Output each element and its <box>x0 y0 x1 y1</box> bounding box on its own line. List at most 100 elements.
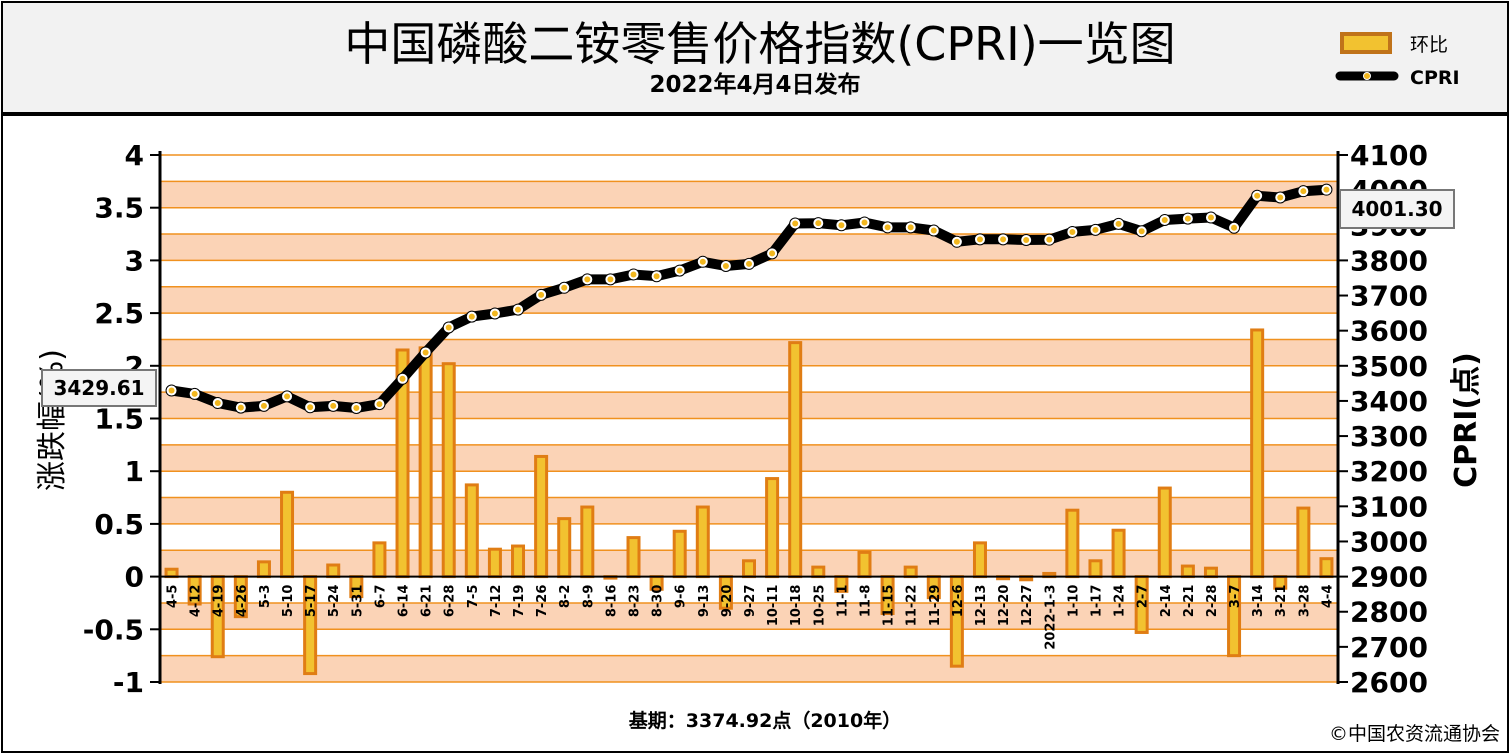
plot-band <box>160 523 1338 551</box>
x-tick-label: 9-6 <box>674 585 689 609</box>
x-tick-label: 1-10 <box>1066 585 1081 618</box>
cpri-point-core <box>815 220 822 227</box>
y-left-tick-label: 3.5 <box>94 192 144 225</box>
x-tick-label: 4-4 <box>1320 585 1335 609</box>
x-tick-label: 5-24 <box>327 585 342 618</box>
y-right-tick-label: 3500 <box>1350 350 1428 383</box>
x-tick-labels: 4-5 4-12 4-19 4-26 5-3 5-10 5-17 5-24 5-31 6-7 6-1… <box>166 585 1336 650</box>
cpri-point-core <box>353 404 360 411</box>
cpri-point-core <box>260 402 267 409</box>
cpri-point-core <box>284 393 291 400</box>
cpri-point-core <box>561 284 568 291</box>
plot-band <box>160 444 1338 472</box>
cpri-point-core <box>1184 215 1191 222</box>
legend-marker-icon <box>1363 72 1371 80</box>
x-tick-label: 4-12 <box>189 585 204 618</box>
x-tick-label: 11-15 <box>882 585 897 627</box>
end-value-callout: 4001.30 <box>1339 189 1455 229</box>
cpri-point-core <box>769 250 776 257</box>
bar <box>557 517 572 579</box>
x-tick-label: 4-19 <box>212 585 227 618</box>
x-tick-label: 12-13 <box>974 585 989 627</box>
bar <box>1111 528 1126 579</box>
x-tick-label: 1-24 <box>1113 585 1128 618</box>
x-tick-label: 8-9 <box>581 585 596 609</box>
y-right-tick-label: 3400 <box>1350 385 1428 418</box>
legend: 环比 CPRI <box>1335 32 1460 89</box>
plot-band <box>160 181 1338 208</box>
cpri-point-core <box>237 404 244 411</box>
cpri-point-core <box>676 267 683 274</box>
plot-band <box>160 655 1338 682</box>
x-tick-label: 11-22 <box>905 585 920 627</box>
legend-line-label: CPRI <box>1410 67 1460 89</box>
x-tick-label: 12-27 <box>1020 585 1035 627</box>
cpri-point-core <box>607 276 614 283</box>
cpri-point-core <box>584 276 591 283</box>
x-tick-label: 3-21 <box>1274 585 1289 618</box>
y-right-tick-label: 3200 <box>1350 455 1428 488</box>
x-tick-label: 3-14 <box>1251 585 1266 618</box>
bar <box>580 505 595 579</box>
y-right-tick-label: 2600 <box>1350 666 1428 699</box>
plot-band <box>160 339 1338 366</box>
cpri-point-core <box>307 404 314 411</box>
x-tick-label: 8-2 <box>558 585 573 609</box>
x-tick-label: 5-3 <box>258 585 273 609</box>
x-tick-label: 5-17 <box>304 585 319 618</box>
cpri-point-core <box>653 273 660 280</box>
bar <box>857 550 872 579</box>
bar <box>487 547 502 579</box>
base-period-note: 基期：3374.92点（2010年） <box>628 709 901 732</box>
cpri-point-core <box>1115 220 1122 227</box>
cpri-point-core <box>515 306 522 313</box>
bar <box>1203 566 1218 579</box>
bar <box>464 483 479 579</box>
cpri-point-core <box>722 263 729 270</box>
cpri-point-core <box>468 313 475 320</box>
cpri-point-core <box>445 324 452 331</box>
cpri-point-core <box>976 236 983 243</box>
cpri-point-core <box>953 238 960 245</box>
x-tick-label: 11-8 <box>858 585 873 618</box>
bar <box>1296 506 1311 579</box>
bar <box>511 544 526 579</box>
y-right-tick-label: 2900 <box>1350 561 1428 594</box>
bar <box>1250 328 1265 579</box>
x-tick-label: 11-29 <box>928 585 943 627</box>
bar <box>788 341 803 579</box>
x-tick-label: 6-21 <box>420 585 435 618</box>
plot-band <box>160 234 1338 261</box>
plot-band <box>160 418 1338 445</box>
y-left-tick-label: 2.5 <box>94 297 144 330</box>
cpri-point-core <box>1207 214 1214 221</box>
bar <box>742 559 756 579</box>
end-callout-text: 4001.30 <box>1351 197 1442 221</box>
y-right-tick-label: 3100 <box>1350 490 1428 523</box>
cpri-point-core <box>1023 237 1030 244</box>
x-tick-label: 10-11 <box>766 585 781 627</box>
x-tick-label: 9-27 <box>743 585 758 618</box>
x-tick-label: 7-26 <box>535 585 550 618</box>
bar <box>1180 564 1195 579</box>
x-tick-label: 8-16 <box>604 585 619 618</box>
legend-bar-label: 环比 <box>1410 34 1448 56</box>
y-right-tick-label: 2800 <box>1350 596 1428 629</box>
cpri-point-core <box>1300 188 1307 195</box>
plot-band <box>160 155 1338 182</box>
cpri-point-core <box>491 310 498 317</box>
plot-band <box>160 629 1338 656</box>
y-right-tick-label: 2700 <box>1350 631 1428 664</box>
x-tick-label: 2-21 <box>1182 585 1197 618</box>
x-tick-label: 9-13 <box>697 585 712 618</box>
x-tick-label: 12-20 <box>997 585 1012 627</box>
x-tick-label: 10-25 <box>812 585 827 627</box>
plot-band <box>160 313 1338 340</box>
cpri-point-core <box>214 400 221 407</box>
bar <box>765 477 780 579</box>
line-series <box>165 183 1333 414</box>
cpri-point-core <box>168 387 175 394</box>
x-tick-label: 2-7 <box>1136 585 1151 609</box>
bar <box>280 490 295 579</box>
